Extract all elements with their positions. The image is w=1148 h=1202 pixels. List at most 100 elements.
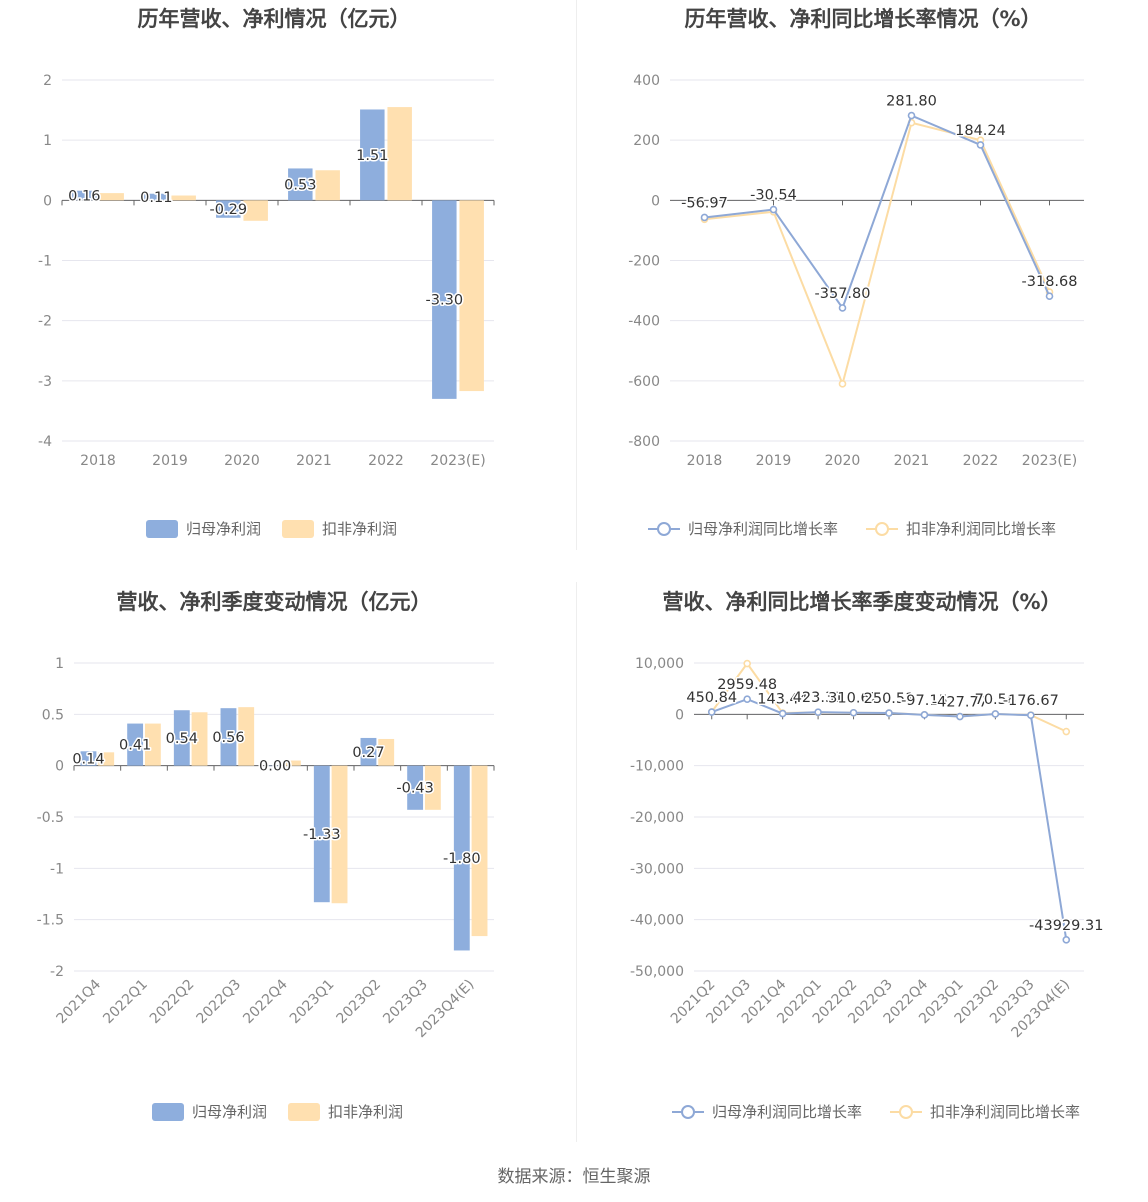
- x-tick-label: 2022: [963, 453, 999, 469]
- bar-parent-net-profit: [313, 765, 330, 903]
- point-data-label: -43929.31: [1029, 918, 1103, 934]
- bar-deducted-net-profit: [331, 765, 348, 904]
- point-data-label: 310.62: [828, 691, 879, 707]
- bar-parent-net-profit: [360, 737, 377, 766]
- quarterly-growth-chart: 营收、净利同比增长率季度变动情况（%） 10,000 0 -10,000 -20,000…: [578, 583, 1148, 1158]
- series-point: [907, 111, 916, 120]
- y-tick-label: -4: [38, 434, 52, 450]
- annual-profit-svg: 历年营收、净利情况（亿元） 2 1 0 -1 -2 -3 -4 2018 2019 2020 2021…: [38, 7, 495, 538]
- y-tick-label: -2: [38, 314, 52, 330]
- legend-label: 归母净利润同比增长率: [688, 520, 838, 538]
- x-tick-label: 2023Q2: [334, 977, 385, 1028]
- x-tick-label: 2021Q4: [54, 976, 105, 1027]
- point-data-label: 281.80: [886, 94, 937, 110]
- x-tick-label: 2022Q4: [240, 976, 291, 1027]
- x-tick-label: 2021: [894, 453, 930, 469]
- y-tick-label: 0: [43, 193, 52, 209]
- y-tick-label: -800: [628, 434, 660, 450]
- x-tick-label: 2022Q1: [100, 977, 151, 1028]
- legend-label: 归母净利润同比增长率: [712, 1103, 862, 1121]
- legend-swatch-parent: [152, 1103, 184, 1121]
- data-source: 数据来源：恒生聚源: [497, 1167, 651, 1187]
- bar-parent-net-profit: [173, 710, 190, 766]
- bar-data-label: 0.41: [119, 738, 151, 754]
- y-tick-label: -40,000: [630, 913, 684, 929]
- series-point: [814, 708, 822, 716]
- bar-parent-net-profit: [144, 193, 169, 201]
- series-point: [707, 708, 716, 716]
- legend-label: 扣非净利润同比增长率: [906, 520, 1056, 538]
- bar-parent-net-profit: [288, 168, 313, 201]
- y-tick-label: 0: [55, 759, 64, 775]
- chart-title: 营收、净利季度变动情况（亿元）: [117, 590, 432, 614]
- series-point: [956, 712, 964, 721]
- point-data-label: 423.31: [793, 690, 844, 706]
- chart-title: 历年营收、净利情况（亿元）: [138, 7, 411, 31]
- x-tick-label: 2023(E): [430, 453, 485, 469]
- bar-deducted-net-profit: [424, 765, 441, 810]
- series-line: [711, 698, 1068, 940]
- point-data-label: 2959.48: [717, 677, 777, 693]
- series-point: [1027, 711, 1035, 720]
- bar-deducted-net-profit: [98, 752, 115, 766]
- bar-data-label: -1.80: [443, 851, 481, 867]
- series-point: [769, 205, 778, 214]
- bar-parent-net-profit: [407, 765, 424, 810]
- bar-data-label: 0.16: [68, 189, 100, 205]
- series-line: [704, 121, 1051, 388]
- series-point: [838, 380, 847, 388]
- bar-data-label: 0.00: [259, 759, 291, 775]
- y-tick-label: -3: [38, 374, 52, 390]
- series-point: [976, 141, 985, 149]
- bar-deducted-net-profit: [284, 760, 301, 766]
- x-tick-label: 2020: [224, 453, 260, 469]
- y-tick-label: -400: [628, 314, 660, 330]
- series-point: [885, 709, 893, 717]
- bar-deducted-net-profit: [243, 200, 268, 221]
- series-line: [704, 114, 1051, 311]
- panel-divider: [576, 0, 577, 550]
- panel-divider: [576, 582, 577, 1142]
- x-tick-label: 2023(E): [1022, 453, 1077, 469]
- point-data-label: 450.84: [686, 690, 737, 706]
- series-point: [1045, 292, 1054, 301]
- bar-parent-net-profit: [220, 708, 237, 766]
- quarterly-profit-svg: 营收、净利季度变动情况（亿元）10.50-0.5-1-1.5-22021Q420…: [37, 590, 495, 1121]
- legend-marker: [899, 1105, 913, 1119]
- bar-data-label: 0.14: [72, 751, 104, 767]
- bar-data-label: -3.30: [426, 293, 464, 309]
- bar-data-label: 0.56: [212, 730, 244, 746]
- bar-parent-net-profit: [72, 190, 97, 201]
- bar-deducted-net-profit: [171, 195, 196, 201]
- y-tick-label: 10,000: [635, 656, 684, 672]
- y-tick-label: 1: [55, 656, 64, 672]
- x-tick-label: 2018: [687, 453, 723, 469]
- x-tick-label: 2023Q1: [287, 977, 338, 1028]
- legend-label: 扣非净利润同比增长率: [930, 1103, 1080, 1121]
- series-point: [991, 710, 1000, 718]
- y-tick-label: -10,000: [630, 759, 684, 775]
- quarterly-profit-chart: 营收、净利季度变动情况（亿元） 1 0.5 0 -0.5 -1 -1.5 -2 2021Q4 20…: [0, 583, 574, 1158]
- point-data-label: -97.15: [901, 693, 948, 709]
- bar-data-label: 0.54: [166, 731, 198, 747]
- bar-deducted-net-profit: [191, 712, 208, 766]
- annual-growth-chart: 历年营收、净利同比增长率情况（%） 400 200 0 -200 -400 -600 -800…: [578, 0, 1148, 575]
- y-tick-label: 400: [633, 73, 660, 89]
- x-tick-label: 2019: [152, 453, 188, 469]
- chart-title: 历年营收、净利同比增长率情况（%）: [684, 7, 1041, 31]
- series-point: [743, 659, 751, 668]
- bar-deducted-net-profit: [471, 765, 488, 937]
- bar-parent-net-profit: [432, 200, 457, 399]
- bar-parent-net-profit: [127, 723, 144, 766]
- series-point: [778, 709, 787, 718]
- y-tick-label: 200: [633, 133, 660, 149]
- legend-marker: [875, 522, 889, 536]
- series-point: [700, 213, 709, 222]
- x-tick-label: 2022Q2: [147, 977, 198, 1028]
- bar-parent-net-profit: [453, 765, 470, 951]
- y-tick-label: 1: [43, 133, 52, 149]
- y-tick-label: -0.5: [37, 810, 64, 826]
- annual-profit-chart: 历年营收、净利情况（亿元） 2 1 0 -1 -2 -3 -4 2018 2019 2020 2021…: [0, 0, 574, 575]
- y-tick-label: 0.5: [42, 707, 64, 723]
- bar-parent-net-profit: [216, 200, 241, 218]
